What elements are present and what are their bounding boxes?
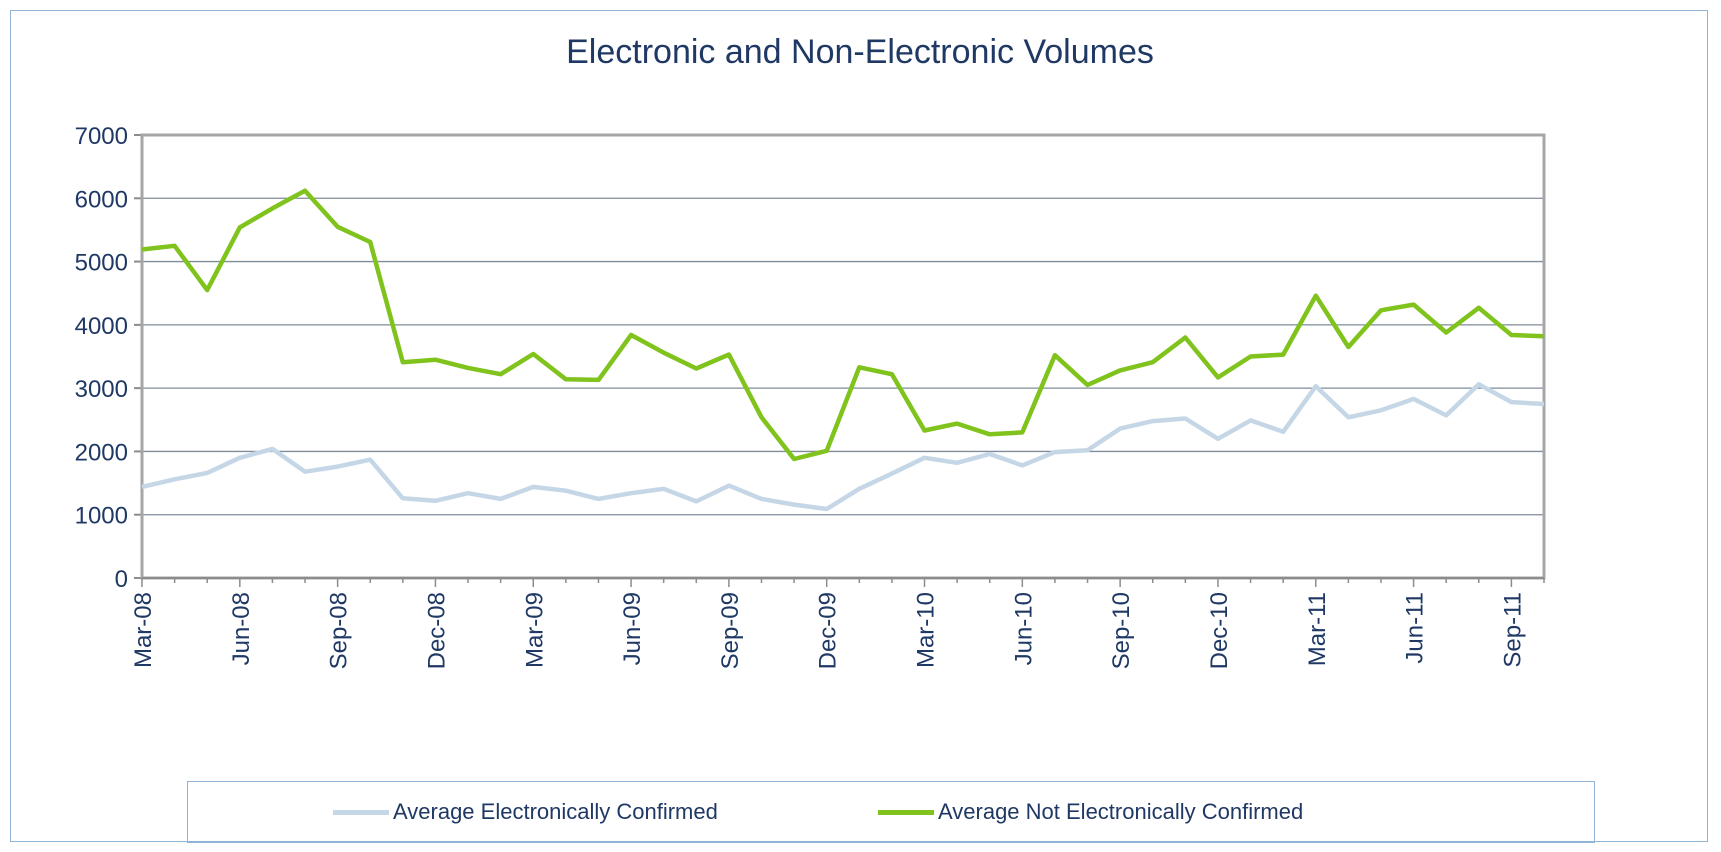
series-line-not-electronic [141, 188, 1545, 462]
legend-swatch-electronic [333, 809, 389, 815]
y-tick-label: 2000 [75, 439, 128, 466]
x-tick-label: Mar-09 [521, 592, 548, 668]
x-tick-label: Mar-10 [913, 592, 940, 668]
legend-label-electronic: Average Electronically Confirmed [393, 799, 718, 824]
legend-swatch-not-electronic [878, 809, 934, 815]
x-tick-label: Sep-10 [1108, 592, 1135, 669]
plot-border [140, 133, 1546, 580]
plot-area: 0 1000 2000 3000 4000 5000 6000 7000 Mar-08 Jun-0… [75, 123, 1546, 669]
x-tick-label: Jun-10 [1010, 592, 1037, 665]
legend: Average Electronically Confirmed Average… [187, 781, 1595, 843]
x-tick-label: Jun-08 [228, 592, 255, 665]
legend-item-not-electronic: Average Not Electronically Confirmed [878, 782, 1303, 842]
x-tick-label: Sep-09 [717, 592, 744, 669]
y-tick-label: 6000 [75, 186, 128, 213]
chart-title: Electronic and Non-Electronic Volumes [566, 33, 1154, 71]
y-tick-label: 4000 [75, 313, 128, 340]
x-tick-label: Jun-09 [619, 592, 646, 665]
y-tick-label: 1000 [75, 503, 128, 530]
series-line-electronic [141, 382, 1545, 512]
x-tick-label: Dec-09 [815, 592, 842, 669]
x-tick-label: Sep-08 [326, 592, 353, 669]
x-tick-label: Sep-11 [1499, 592, 1526, 668]
x-tick-label: Dec-10 [1206, 592, 1233, 669]
x-tick-label: Mar-11 [1304, 592, 1331, 666]
legend-item-electronic: Average Electronically Confirmed [333, 782, 718, 842]
y-tick-label: 0 [115, 566, 128, 593]
legend-label-not-electronic: Average Not Electronically Confirmed [938, 799, 1304, 824]
chart-frame: Electronic and Non-Electronic Volumes 0 1… [10, 10, 1708, 843]
x-tick-label: Mar-08 [130, 592, 157, 668]
x-tick-label: Jun-11 [1402, 592, 1429, 664]
y-tick-label: 7000 [75, 123, 128, 150]
x-tick-label: Dec-08 [423, 592, 450, 669]
y-tick-label: 5000 [75, 250, 128, 277]
y-tick-label: 3000 [75, 376, 128, 403]
